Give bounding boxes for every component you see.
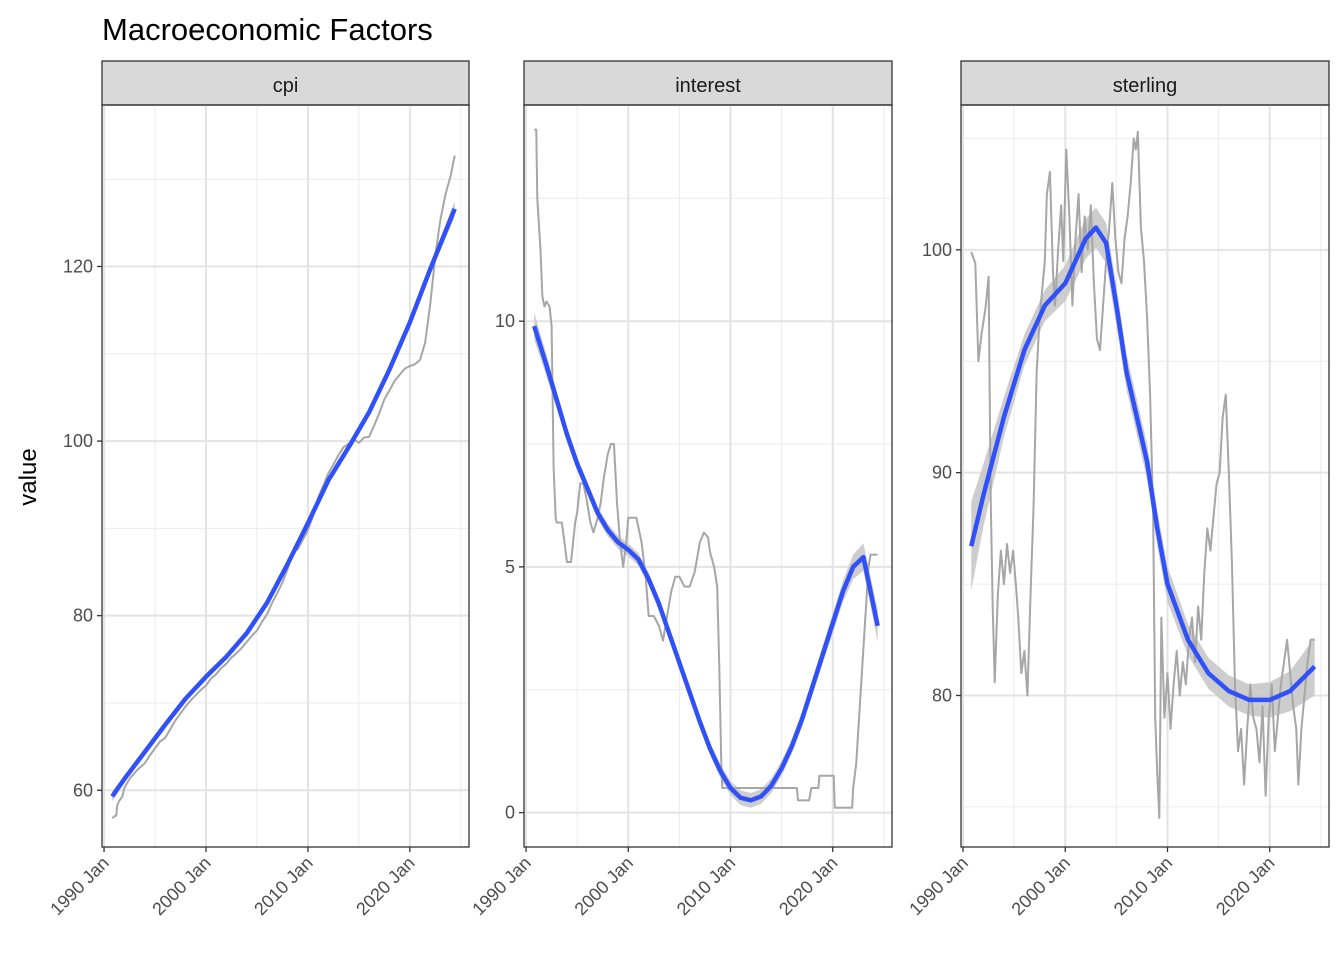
smooth-trend-line: [532, 325, 880, 803]
smooth-trend-line: [969, 225, 1317, 703]
confidence-ribbon: [112, 201, 455, 802]
x-tick-label: 2020 Jan: [1212, 853, 1279, 920]
y-tick-label: 100: [63, 431, 93, 451]
facet-panel-interest: interest 0 5 10 1990 Jan 2000 Jan 2010 Jan 2020…: [468, 60, 893, 920]
x-tick-label: 2020 Jan: [775, 853, 842, 920]
x-tick-label: 2020 Jan: [352, 853, 419, 920]
facet-strip-label: sterling: [1113, 75, 1177, 97]
x-tick-label: 2000 Jan: [1008, 853, 1075, 920]
facet-strip: [960, 60, 1330, 106]
y-tick-label: 100: [922, 240, 952, 260]
raw-series-line: [111, 155, 456, 819]
x-tick-label: 2010 Jan: [673, 853, 740, 920]
y-tick-label: 80: [932, 685, 952, 705]
y-axis-title: value: [15, 448, 42, 505]
y-tick-label: 120: [63, 256, 93, 276]
x-tick-label: 2010 Jan: [1110, 853, 1177, 920]
y-tick-label: 0: [505, 803, 515, 823]
confidence-ribbon: [971, 207, 1315, 718]
panel-border: [101, 104, 470, 848]
facet-panel-sterling: sterling 80 90 100 1990 Jan 2000 Jan 2010 Jan 2…: [905, 60, 1330, 920]
facet-strip: [101, 60, 470, 106]
x-tick-label: 2010 Jan: [250, 853, 317, 920]
panel-border: [523, 104, 893, 848]
x-tick-label: 2000 Jan: [571, 853, 638, 920]
y-tick-label: 10: [495, 311, 515, 331]
facet-strip-label: cpi: [273, 75, 299, 97]
panel-border: [960, 104, 1330, 848]
facet-strip: [523, 60, 893, 106]
x-tick-label: 1990 Jan: [46, 853, 113, 920]
x-tick-label: 1990 Jan: [905, 853, 972, 920]
facet-panel-cpi: cpi 60 80 100 120 1990 Jan 2000 Jan 2010 Jan 202…: [46, 60, 470, 920]
y-tick-label: 80: [73, 606, 93, 626]
panel-data: [532, 128, 880, 809]
x-tick-label: 1990 Jan: [468, 853, 535, 920]
smooth-trend-line: [110, 208, 457, 798]
y-tick-label: 90: [932, 463, 952, 483]
x-tick-label: 2000 Jan: [148, 853, 215, 920]
y-tick-label: 5: [505, 557, 515, 577]
panel-data: [969, 130, 1317, 820]
facet-strip-label: interest: [675, 75, 741, 97]
chart-title: Macroeconomic Factors: [102, 12, 433, 47]
y-tick-label: 60: [73, 780, 93, 800]
panel-data: [110, 155, 457, 819]
raw-series-line: [534, 128, 878, 809]
raw-series-line: [970, 130, 1315, 820]
